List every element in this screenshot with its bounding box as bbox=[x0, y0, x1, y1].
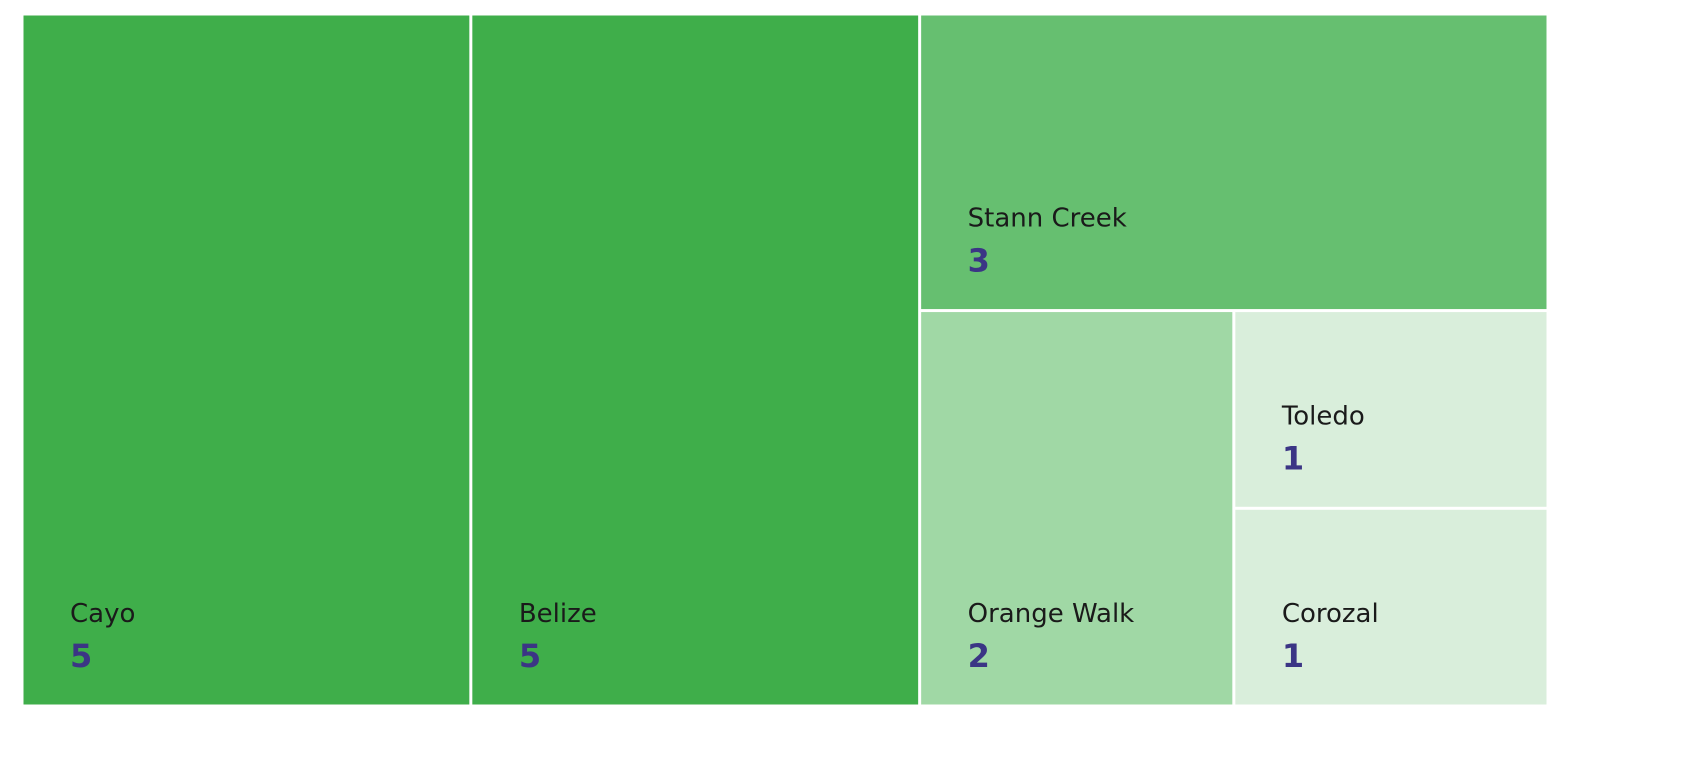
cell-value: 1 bbox=[1282, 439, 1304, 477]
treemap-cell bbox=[1235, 509, 1547, 705]
treemap-cell bbox=[472, 15, 919, 705]
treemap-cell bbox=[921, 312, 1233, 705]
treemap-cell bbox=[921, 15, 1547, 310]
cell-value: 5 bbox=[519, 637, 541, 675]
cell-name: Stann Creek bbox=[968, 204, 1127, 234]
cell-name: Corozal bbox=[1282, 599, 1379, 629]
cell-value: 1 bbox=[1282, 637, 1304, 675]
cell-value: 2 bbox=[968, 637, 990, 675]
cell-name: Toledo bbox=[1281, 401, 1365, 431]
cell-name: Cayo bbox=[70, 599, 135, 629]
cell-value: 3 bbox=[968, 242, 990, 280]
treemap-cell bbox=[1235, 312, 1547, 507]
cell-name: Belize bbox=[519, 599, 597, 629]
cell-name: Orange Walk bbox=[968, 599, 1135, 629]
treemap-cell bbox=[23, 15, 470, 705]
cell-value: 5 bbox=[70, 637, 92, 675]
